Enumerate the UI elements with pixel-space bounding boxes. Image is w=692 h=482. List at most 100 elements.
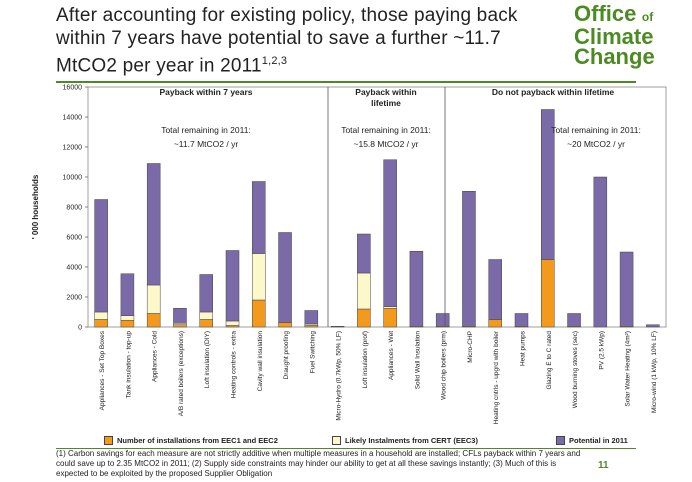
bar-segment — [120, 320, 135, 328]
group-remaining-label-3: Total remaining in 2011: — [551, 125, 641, 135]
legend: Number of installations from EEC1 and EE… — [0, 436, 692, 448]
bar-segment — [619, 251, 634, 327]
legend-label-eec: Number of installations from EEC1 and EE… — [117, 436, 278, 445]
bar-segment — [357, 272, 371, 310]
bar-segment — [225, 320, 240, 326]
footnote: (1) Carbon savings for each measure are … — [56, 449, 581, 478]
bar-segment — [94, 319, 108, 328]
x-tick-label: Tank insulation - top-up — [125, 331, 132, 399]
y-tick-label: 6000 — [66, 235, 82, 242]
y-tick-label: 14000 — [63, 115, 83, 122]
title-superscript: 1,2,3 — [261, 55, 288, 67]
bar-segment — [488, 259, 502, 320]
x-tick-label: Solid Wall Insulation — [414, 331, 421, 390]
group-title-2: Payback within — [355, 87, 416, 97]
bar-segment — [199, 311, 213, 320]
bar-segment — [462, 191, 476, 327]
legend-swatch-cert — [332, 436, 341, 445]
group-remaining-label-1: Total remaining in 2011: — [161, 125, 251, 135]
logo-line3: Change — [574, 44, 655, 69]
y-tick-label: 12000 — [63, 145, 83, 152]
legend-item-eec: Number of installations from EEC1 and EE… — [104, 436, 278, 445]
bar-segment — [357, 308, 371, 328]
x-tick-label: Loft insulation (prof) — [362, 331, 369, 388]
group-remaining-label-2: Total remaining in 2011: — [341, 125, 431, 135]
legend-swatch-eec — [104, 436, 113, 445]
x-tick-label: Cavity wall insulation — [257, 331, 264, 392]
x-tick-label: Appliances - Set Top Boxes — [99, 330, 106, 410]
x-tick-label: Draught proofing — [283, 331, 290, 380]
bar-segment — [199, 319, 213, 328]
bar-segment — [225, 250, 240, 322]
x-tick-label: PV (2.5 kWp) — [598, 331, 605, 370]
bar-segment — [541, 259, 555, 328]
legend-item-cert: Likely Instalments from CERT (EEC3) — [332, 436, 478, 445]
group-remaining-value-2: ~15.8 MtCO2 / yr — [354, 139, 419, 149]
logo-line1-small: of — [641, 10, 654, 24]
x-tick-label: Micro-CHP — [467, 331, 474, 363]
slide-title-text: After accounting for existing policy, th… — [56, 5, 518, 77]
bar-segment — [304, 310, 319, 325]
group-remaining-value-3: ~20 MtCO2 / yr — [567, 139, 625, 149]
x-tick-label: Solar Water Heating (4m²) — [625, 331, 632, 407]
bar-segment — [330, 326, 345, 328]
bar-segment — [146, 313, 161, 328]
x-labels: Appliances - Set Top Boxes Tank insulatio… — [99, 330, 658, 424]
y-axis-label: ' 000 households — [31, 174, 40, 239]
bar-segment — [646, 324, 660, 328]
x-tick-label: Appliances - Wet — [388, 331, 395, 380]
group-remaining-value-1: ~11.7 MtCO2 / yr — [174, 139, 238, 149]
legend-swatch-potential — [556, 436, 565, 445]
bar-segment — [409, 251, 424, 327]
bar-segment — [514, 313, 529, 327]
footer-divider — [56, 448, 636, 449]
legend-label-cert: Likely Instalments from CERT (EEC3) — [345, 436, 478, 445]
x-tick-label: Fuel Switching — [309, 331, 316, 374]
x-tick-label: Heat pumps — [520, 330, 527, 366]
y-tick-label: 8000 — [66, 205, 82, 212]
bar-segment — [357, 233, 371, 274]
bar-segment — [94, 311, 108, 320]
legend-label-potential: Potential in 2011 — [569, 436, 628, 445]
x-tick-label: Heating controls - extra — [231, 331, 238, 399]
x-tick-label: Wood burning stoves (sec) — [572, 331, 579, 408]
y-tick-label: 2000 — [66, 295, 82, 302]
logo-line1: Office — [574, 1, 637, 26]
x-tick-label: Micro-wind (1 kWp, 10% LF) — [651, 331, 658, 413]
bar-segment — [567, 313, 581, 327]
bar-segment — [383, 159, 397, 307]
x-tick-label: Loft insulation (DIY) — [204, 331, 211, 388]
group-title-3: Do not payback within lifetime — [492, 87, 615, 97]
group-title-1: Payback within 7 years — [159, 87, 252, 97]
bar-segment — [252, 299, 266, 328]
x-tick-label: Glazing E to C rated — [546, 331, 553, 390]
y-tick-label: 16000 — [63, 85, 83, 92]
bar-segment — [199, 274, 213, 313]
plot-frame — [87, 86, 667, 328]
bar-segment — [94, 199, 108, 313]
bar-segment — [435, 313, 450, 327]
bar-segment — [252, 253, 266, 301]
page-number: 11 — [598, 460, 609, 471]
x-tick-label: A/B rated boilers (exceptions) — [178, 331, 185, 416]
bar-segment — [593, 176, 608, 328]
bar-segment — [488, 319, 502, 328]
y-axis: 0 2000 4000 6000 8000 10000 12000 14000 16000 — [63, 85, 88, 332]
logo-line2: Climate — [574, 24, 654, 49]
bar-segment — [541, 109, 555, 260]
bar-segment — [383, 308, 397, 328]
bar-segment — [146, 284, 161, 314]
bar-segment — [278, 322, 292, 328]
bar-segment — [173, 324, 187, 328]
slide-title: After accounting for existing policy, th… — [56, 4, 556, 77]
bar-segment — [252, 181, 266, 254]
y-tick-label: 0 — [78, 325, 82, 332]
bar-segment — [173, 308, 187, 324]
y-tick-label: 4000 — [66, 265, 82, 272]
x-tick-label: Micro-Hydro (0.7kWp, 50% LF) — [336, 331, 343, 421]
x-tick-label: Heating cntrls - upgrd with boiler — [493, 330, 500, 424]
bar-segment — [278, 232, 292, 323]
legend-item-potential: Potential in 2011 — [556, 436, 628, 445]
bars — [94, 109, 660, 328]
header-divider — [56, 81, 636, 83]
